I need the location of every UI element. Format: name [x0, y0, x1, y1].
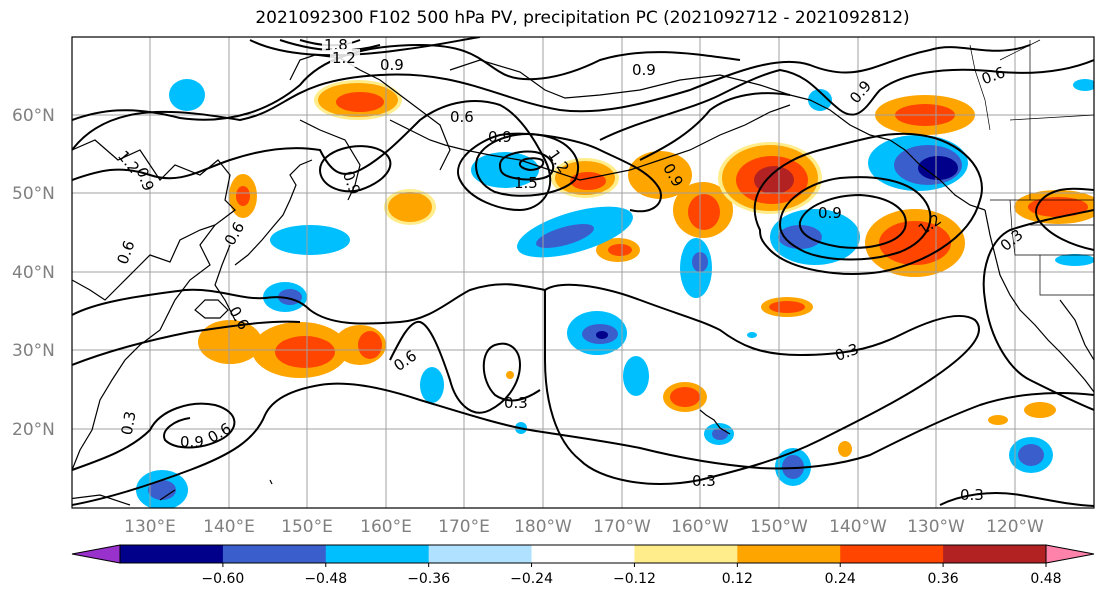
contour-label: 0.9 — [632, 61, 656, 79]
lat-label: 30°N — [12, 341, 55, 361]
map-frame — [71, 36, 1095, 509]
lon-label: 120°W — [986, 517, 1044, 537]
contour-label: 0.9 — [132, 165, 157, 194]
borders — [969, 39, 1094, 296]
contour-label: 0.9 — [180, 433, 204, 451]
colorbar-bin — [120, 545, 224, 563]
contour-label: 1.5 — [514, 174, 538, 192]
colorbar-bin — [531, 545, 635, 563]
lon-label: 130°E — [124, 517, 176, 537]
lon-label: 160°E — [360, 517, 412, 537]
contour-label: 0.9 — [380, 56, 404, 74]
contour-label: 0.3 — [833, 340, 862, 365]
contour-label: 0.3 — [997, 226, 1027, 255]
graticule — [72, 37, 1094, 508]
precip-shading — [136, 79, 1094, 508]
lat-label: 50°N — [12, 184, 55, 204]
colorbar-bin — [737, 545, 841, 563]
colorbar-bin — [325, 545, 430, 563]
lon-label: 170°W — [593, 517, 651, 537]
contour-label: 0.6 — [113, 238, 138, 267]
colorbar-extend-max — [1045, 544, 1095, 564]
longitude-labels: 130°E 140°E 150°E 160°E 170°E 180°W 170°… — [124, 517, 1044, 537]
colorbar-bin — [634, 545, 738, 563]
contour-label: 0.9 — [818, 204, 842, 222]
chart-title: 2021092300 F102 500 hPa PV, precipitatio… — [255, 8, 910, 28]
contour-label: 0.6 — [979, 63, 1008, 88]
coastlines — [72, 54, 1094, 506]
lon-label: 140°W — [829, 517, 887, 537]
colorbar-bin — [428, 545, 533, 563]
latitude-labels: 60°N 50°N 40°N 30°N 20°N — [12, 106, 55, 440]
colorbar-tick-label: 0.48 — [1030, 571, 1061, 587]
lat-label: 20°N — [12, 420, 55, 440]
colorbar-frame — [119, 544, 1047, 564]
colorbar-tick-label: −0.12 — [613, 571, 656, 587]
colorbar-bin — [943, 545, 1047, 563]
lon-label: 170°E — [438, 517, 490, 537]
contour-label: 0.3 — [960, 486, 984, 504]
contour-label: 0.6 — [221, 219, 249, 249]
lat-label: 60°N — [12, 106, 55, 126]
lon-label: 160°W — [671, 517, 729, 537]
lon-label: 180°W — [514, 517, 572, 537]
lon-label: 150°W — [750, 517, 808, 537]
colorbar-tick-label: −0.36 — [407, 571, 450, 587]
contour-label: 0.3 — [692, 472, 716, 490]
colorbar-bin — [840, 545, 944, 563]
contour-label: 0.3 — [504, 394, 528, 412]
colorbar: −0.60 −0.48 −0.36 −0.24 −0.12 0.12 0.24 0.36 0.4… — [71, 544, 1095, 587]
pv-contours — [72, 37, 1094, 507]
lon-label: 130°W — [907, 517, 965, 537]
contour-label: 0.3 — [118, 410, 140, 437]
colorbar-tick-label: −0.48 — [304, 571, 347, 587]
colorbar-tick-label: −0.24 — [510, 571, 553, 587]
colorbar-tick-label: −0.60 — [201, 571, 244, 587]
contour-label: 0.6 — [205, 419, 235, 447]
colorbar-tick-label: 0.24 — [825, 571, 856, 587]
contour-label: 0.6 — [450, 108, 474, 126]
colorbar-tick-label: 0.36 — [928, 571, 959, 587]
map-area: 1.8 1.2 0.9 0.9 0.6 0.6 0.9 1.2 1.5 0.9 … — [72, 37, 1094, 508]
colorbar-extend-min — [71, 544, 121, 564]
colorbar-tick-label: 0.12 — [722, 571, 753, 587]
lon-label: 150°E — [281, 517, 333, 537]
contour-label: 1.2 — [332, 49, 356, 67]
lat-label: 40°N — [12, 263, 55, 283]
colorbar-bin — [222, 545, 327, 563]
contour-label: 0.9 — [488, 128, 512, 146]
lon-label: 140°E — [203, 517, 255, 537]
